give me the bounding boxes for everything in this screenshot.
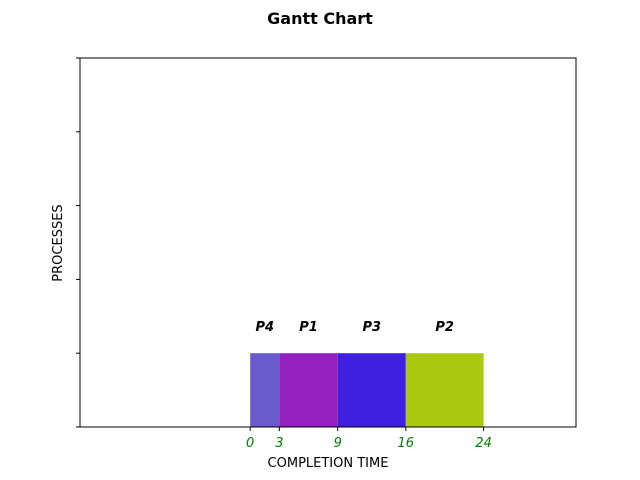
x-axis-label: COMPLETION TIME — [268, 456, 389, 471]
bar-label-p2: P2 — [435, 320, 454, 335]
x-tick-label-3: 16 — [398, 436, 415, 451]
plot-frame — [79, 57, 577, 428]
gantt-bar-p3 — [337, 353, 406, 427]
chart-title: Gantt Chart — [267, 9, 373, 28]
bar-label-p3: P3 — [362, 320, 381, 335]
plot-area: P4 P1 P3 P2 0 3 9 16 24 — [76, 57, 492, 451]
gantt-bar-p1 — [279, 353, 338, 427]
bar-label-p1: P1 — [299, 320, 318, 335]
x-tick-label-1: 3 — [275, 436, 283, 451]
x-tick-label-0: 0 — [246, 436, 254, 451]
bar-label-p4: P4 — [255, 320, 274, 335]
x-tick-label-2: 9 — [334, 436, 342, 451]
y-axis-label: PROCESSES — [51, 204, 66, 281]
gantt-bar-p4 — [250, 353, 280, 427]
x-tick-label-4: 24 — [475, 436, 492, 451]
gantt-bar-p2 — [405, 353, 484, 427]
